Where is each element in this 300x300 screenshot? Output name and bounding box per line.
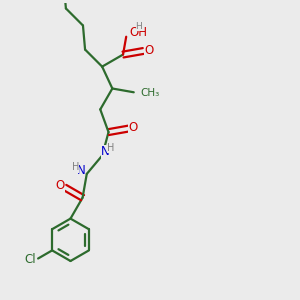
Text: N: N [76,164,85,178]
Text: N: N [101,146,110,158]
Text: Cl: Cl [24,254,36,266]
Text: O: O [128,121,138,134]
Text: O: O [56,179,65,193]
Text: OH: OH [129,26,147,39]
Text: H: H [136,22,142,31]
Text: CH₃: CH₃ [140,88,160,98]
Text: O: O [144,44,153,58]
Text: H: H [107,143,115,153]
Text: H: H [72,162,79,172]
